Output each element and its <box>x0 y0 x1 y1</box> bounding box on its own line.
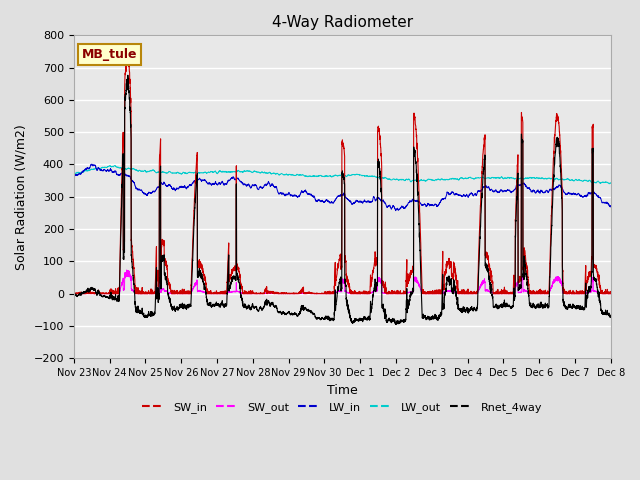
LW_in <box>70 172 77 178</box>
LW_in <box>433 203 441 209</box>
LW_in <box>463 192 470 197</box>
Title: 4-Way Radiometer: 4-Way Radiometer <box>272 15 413 30</box>
LW_in <box>607 203 614 209</box>
SW_out <box>463 290 470 296</box>
Rnet_4way <box>323 314 330 320</box>
SW_in <box>166 283 174 288</box>
SW_in <box>433 287 441 293</box>
SW_out <box>166 290 174 296</box>
LW_in <box>323 198 330 204</box>
Line: LW_in: LW_in <box>74 164 611 211</box>
SW_in <box>607 291 614 297</box>
SW_in <box>463 289 470 295</box>
LW_out <box>111 163 118 168</box>
Y-axis label: Solar Radiation (W/m2): Solar Radiation (W/m2) <box>15 124 28 270</box>
Rnet_4way <box>607 313 614 319</box>
Rnet_4way <box>166 298 174 303</box>
LW_out <box>166 169 174 175</box>
SW_in <box>70 291 77 297</box>
LW_in <box>493 189 501 194</box>
LW_in <box>392 208 399 214</box>
LW_in <box>607 204 614 209</box>
LW_out <box>605 181 613 187</box>
SW_out <box>123 267 131 273</box>
SW_out <box>70 291 77 297</box>
LW_in <box>88 161 95 167</box>
Line: Rnet_4way: Rnet_4way <box>74 75 611 324</box>
Rnet_4way <box>433 315 441 321</box>
X-axis label: Time: Time <box>327 384 358 396</box>
SW_out <box>493 291 501 297</box>
Rnet_4way <box>124 72 132 78</box>
LW_out <box>323 173 330 179</box>
SW_out <box>607 291 614 297</box>
LW_out <box>70 171 77 177</box>
Line: SW_out: SW_out <box>74 270 611 294</box>
SW_out <box>607 291 614 297</box>
Legend: SW_in, SW_out, LW_in, LW_out, Rnet_4way: SW_in, SW_out, LW_in, LW_out, Rnet_4way <box>138 397 547 417</box>
SW_out <box>323 291 330 297</box>
LW_out <box>493 175 501 181</box>
LW_out <box>463 176 470 181</box>
Rnet_4way <box>493 303 501 309</box>
Rnet_4way <box>607 314 614 320</box>
SW_in <box>124 47 132 53</box>
Line: LW_out: LW_out <box>74 166 611 184</box>
Rnet_4way <box>70 292 77 298</box>
LW_in <box>166 183 174 189</box>
SW_in <box>493 290 501 296</box>
Rnet_4way <box>392 322 399 327</box>
SW_out <box>433 290 441 296</box>
Rnet_4way <box>463 307 470 312</box>
LW_out <box>433 177 441 182</box>
Text: MB_tule: MB_tule <box>82 48 138 61</box>
LW_out <box>607 180 614 186</box>
SW_in <box>323 289 330 295</box>
SW_in <box>607 290 614 296</box>
Line: SW_in: SW_in <box>74 50 611 294</box>
LW_out <box>607 180 614 186</box>
